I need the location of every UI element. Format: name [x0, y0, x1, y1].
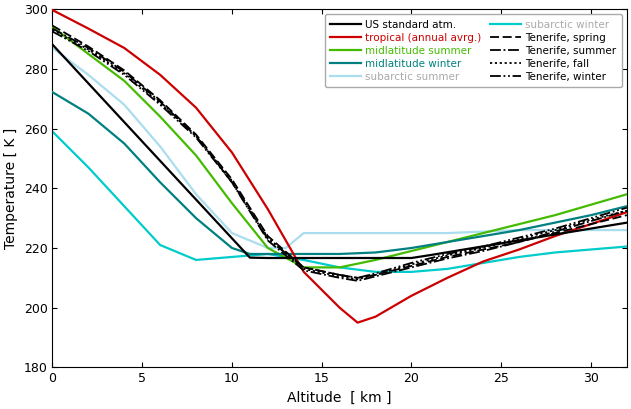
Y-axis label: Temperature [ K ]: Temperature [ K ]: [4, 128, 18, 249]
X-axis label: Altitude  [ km ]: Altitude [ km ]: [287, 391, 392, 405]
Legend: US standard atm., tropical (annual avrg.), midlatitude summer, midlatitude winte: US standard atm., tropical (annual avrg.…: [325, 14, 622, 87]
